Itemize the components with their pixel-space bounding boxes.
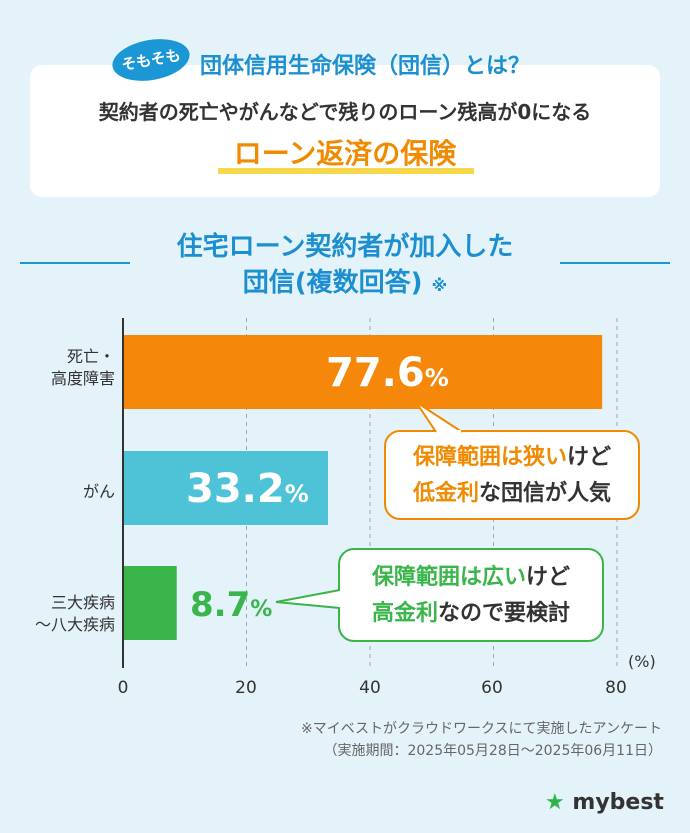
callout-orange: 保障範囲は狭いけど 低金利な団信が人気 xyxy=(384,430,640,520)
x-tick-label: 20 xyxy=(235,678,257,698)
survey-note: ※マイベストがクラウドワークスにて実施したアンケート xyxy=(300,721,662,737)
chart-title-mark: ※ xyxy=(431,276,448,295)
callout-tail-orange-mask xyxy=(437,430,461,434)
chart-title-line2: 団信(複数回答) xyxy=(242,268,423,298)
chart-title-line2-wrap: 団信(複数回答) ※ xyxy=(0,262,690,299)
value-label-death: 77.6% xyxy=(326,350,449,396)
intro-description: 契約者の死亡やがんなどで残りのローン残高が0になる xyxy=(98,100,592,124)
bar xyxy=(123,566,177,640)
x-tick-label: 60 xyxy=(481,678,503,698)
star-icon: ★ xyxy=(545,790,565,815)
callout-tail-green xyxy=(275,589,341,609)
category-label-major-diseases: 三大疾病 ～八大疾病 xyxy=(34,593,115,634)
x-unit-label: (%) xyxy=(628,652,656,671)
category-label-cancer: がん xyxy=(82,482,115,501)
title-rule-right xyxy=(560,262,670,264)
x-tick-label: 0 xyxy=(117,678,129,698)
x-tick-label: 40 xyxy=(359,678,381,698)
category-label-death: 死亡・ 高度障害 xyxy=(50,347,115,388)
chart-title-line1: 住宅ローン契約者が加入した xyxy=(176,232,514,262)
bar xyxy=(123,451,329,525)
highlight-underline xyxy=(218,168,474,174)
bar xyxy=(123,335,603,409)
intro-card xyxy=(30,65,660,197)
intro-highlight: ローン返済の保険 xyxy=(233,137,457,170)
intro-title: 団体信用生命保険（団信）とは？ xyxy=(200,54,531,79)
callout-tail-green-mask xyxy=(338,591,342,607)
x-tick-label: 80 xyxy=(605,678,627,698)
mybest-logo: ★ mybest xyxy=(545,790,664,815)
callout-tail-orange xyxy=(415,401,463,433)
title-rule-left xyxy=(20,262,130,264)
survey-period: （実施期間：2025年05月28日～2025年06月11日） xyxy=(323,743,662,759)
value-label-cancer: 33.2% xyxy=(186,466,309,512)
value-label-major-diseases: 8.7% xyxy=(190,585,273,625)
